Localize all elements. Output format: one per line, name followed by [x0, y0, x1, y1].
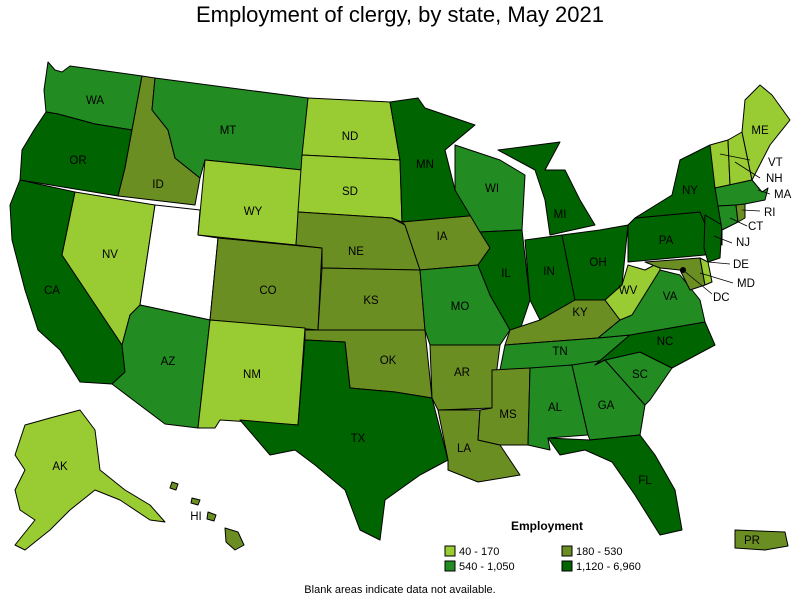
state-mi[interactable] [497, 141, 596, 236]
legend: Employment 40 - 170 180 - 530 540 - 1,050 1… [444, 519, 641, 573]
state-label-la: LA [457, 443, 471, 455]
legend-swatch-2 [444, 560, 456, 572]
state-label-nm: NM [243, 369, 261, 381]
state-co[interactable] [209, 237, 323, 331]
state-label-nv: NV [102, 249, 118, 261]
state-label-ar: AR [454, 367, 470, 379]
state-ct[interactable] [717, 204, 739, 231]
state-label-fl: FL [638, 475, 652, 487]
state-label-mn: MN [416, 159, 434, 171]
state-label-or: OR [69, 155, 86, 167]
state-hi[interactable] [169, 481, 245, 551]
state-tx[interactable] [239, 339, 449, 541]
state-label-nd: ND [342, 131, 359, 143]
state-label-wy: WY [244, 206, 263, 218]
legend-swatch-0 [444, 545, 456, 557]
state-label-mi: MI [554, 209, 567, 221]
state-label-ok: OK [380, 355, 397, 367]
state-label-ia: IA [437, 231, 448, 243]
state-sd[interactable] [297, 154, 403, 223]
state-label-sd: SD [342, 186, 358, 198]
state-label-ks: KS [363, 295, 379, 307]
state-mn[interactable] [389, 97, 481, 223]
state-label-in: IN [543, 266, 555, 278]
state-label-dc: DC [713, 292, 730, 304]
state-label-va: VA [663, 291, 678, 303]
legend-label-3: 1,120 - 6,960 [576, 561, 641, 573]
state-ar[interactable] [429, 344, 501, 411]
state-label-ma: MA [774, 189, 792, 201]
state-label-ct: CT [748, 221, 763, 233]
legend-swatch-1 [561, 545, 573, 557]
state-label-ga: GA [598, 400, 615, 412]
state-me[interactable] [741, 84, 791, 181]
state-label-oh: OH [589, 257, 606, 269]
state-label-ky: KY [572, 307, 588, 319]
state-labels: WA OR CA ID NV AZ MT WY CO NM ND SD NE KS OK TX MN IA MO AR… [44, 95, 792, 547]
state-label-ak: AK [52, 461, 68, 473]
state-label-wv: WV [619, 285, 638, 297]
state-label-nh: NH [766, 173, 783, 185]
legend-label-2: 540 - 1,050 [459, 561, 515, 573]
state-label-wi: WI [485, 183, 499, 195]
state-label-md: MD [737, 278, 755, 290]
callout-lines [682, 153, 771, 295]
state-label-mo: MO [451, 301, 470, 313]
state-de[interactable] [699, 257, 713, 286]
legend-title: Employment [511, 519, 583, 533]
state-label-az: AZ [161, 356, 176, 368]
state-label-tx: TX [351, 433, 366, 445]
state-ri[interactable] [735, 203, 746, 223]
state-ak[interactable] [14, 409, 166, 551]
state-label-nj: NJ [736, 237, 750, 249]
state-label-me: ME [751, 125, 769, 137]
state-label-de: DE [733, 259, 749, 271]
state-label-ri: RI [764, 207, 776, 219]
state-label-ms: MS [499, 409, 517, 421]
legend-label-0: 40 - 170 [459, 546, 499, 558]
state-label-tn: TN [552, 346, 567, 358]
state-nj[interactable] [703, 214, 723, 263]
state-label-ne: NE [348, 246, 364, 258]
legend-label-1: 180 - 530 [576, 546, 622, 558]
state-label-mt: MT [220, 125, 237, 137]
state-label-sc: SC [632, 369, 648, 381]
state-label-co: CO [259, 285, 276, 297]
state-nd[interactable] [301, 97, 401, 161]
state-label-al: AL [548, 402, 563, 414]
state-label-wa: WA [86, 95, 104, 107]
state-label-il: IL [501, 268, 511, 280]
map-title: Employment of clergy, by state, May 2021 [196, 2, 604, 27]
state-label-ca: CA [44, 285, 60, 297]
state-label-pa: PA [659, 235, 674, 247]
state-label-nc: NC [657, 336, 674, 348]
legend-swatch-3 [561, 560, 573, 572]
state-label-vt: VT [768, 157, 783, 169]
state-label-ny: NY [682, 185, 698, 197]
state-nm[interactable] [197, 319, 306, 429]
state-wy[interactable] [197, 159, 303, 246]
footnote: Blank areas indicate data not available. [304, 584, 496, 596]
state-label-pr: PR [744, 535, 760, 547]
state-fl[interactable] [547, 434, 683, 536]
state-label-id: ID [152, 179, 164, 191]
state-label-hi: HI [190, 511, 202, 523]
state-pr[interactable] [734, 529, 789, 551]
